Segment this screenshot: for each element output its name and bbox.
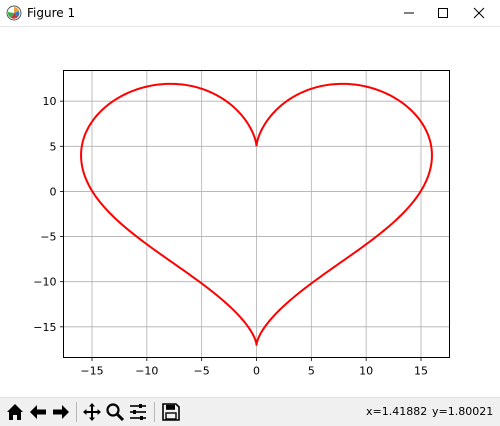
axes-frame	[63, 70, 450, 358]
back-button[interactable]	[27, 401, 49, 423]
navigation-toolbar: x=1.41882 y=1.80021	[0, 397, 500, 426]
forward-arrow-icon	[53, 405, 69, 419]
forward-button[interactable]	[50, 401, 72, 423]
configure-subplots-button[interactable]	[127, 401, 149, 423]
figure-canvas[interactable]: −15 −10 −5 0 5 10 15 −15 −10 −5 0 5 10	[0, 27, 500, 395]
x-coordinate-readout: x=1.41882	[366, 405, 428, 418]
y-tick-label: −15	[33, 321, 56, 334]
toolbar-separator	[154, 402, 155, 422]
y-tick-label: −10	[33, 276, 56, 289]
pan-icon	[83, 403, 101, 421]
y-tick-label: 0	[50, 185, 57, 198]
y-tick-label: −5	[40, 231, 56, 244]
save-icon	[162, 403, 180, 421]
save-button[interactable]	[160, 401, 182, 423]
home-icon	[7, 404, 23, 420]
x-tick-label: 10	[359, 365, 373, 378]
y-tick-label: 5	[50, 140, 57, 153]
y-tick-label: 10	[43, 95, 57, 108]
zoom-icon	[106, 403, 125, 422]
close-button[interactable]	[462, 0, 496, 26]
minimize-button[interactable]	[392, 0, 426, 26]
toolbar-separator	[76, 402, 77, 422]
pan-button[interactable]	[81, 401, 103, 423]
minimize-icon	[404, 12, 414, 14]
zoom-button[interactable]	[104, 401, 126, 423]
configure-subplots-icon	[130, 404, 146, 420]
matplotlib-logo-icon	[6, 5, 22, 21]
heart-curve-line	[80, 82, 433, 346]
x-tick-label: 0	[253, 365, 260, 378]
plot-svg: −15 −10 −5 0 5 10 15 −15 −10 −5 0 5 10	[33, 70, 450, 378]
maximize-button[interactable]	[426, 0, 460, 26]
x-tick-label: 5	[308, 365, 315, 378]
title-bar: Figure 1	[0, 0, 500, 27]
back-arrow-icon	[30, 405, 46, 419]
x-tick-label: −5	[194, 365, 210, 378]
x-tick-label: −15	[80, 365, 103, 378]
window-title: Figure 1	[27, 6, 76, 20]
y-coordinate-readout: y=1.80021	[432, 405, 494, 418]
maximize-icon	[438, 8, 448, 18]
home-button[interactable]	[4, 401, 26, 423]
close-icon	[473, 7, 485, 19]
x-tick-label: −10	[135, 365, 158, 378]
x-tick-label: 15	[414, 365, 428, 378]
